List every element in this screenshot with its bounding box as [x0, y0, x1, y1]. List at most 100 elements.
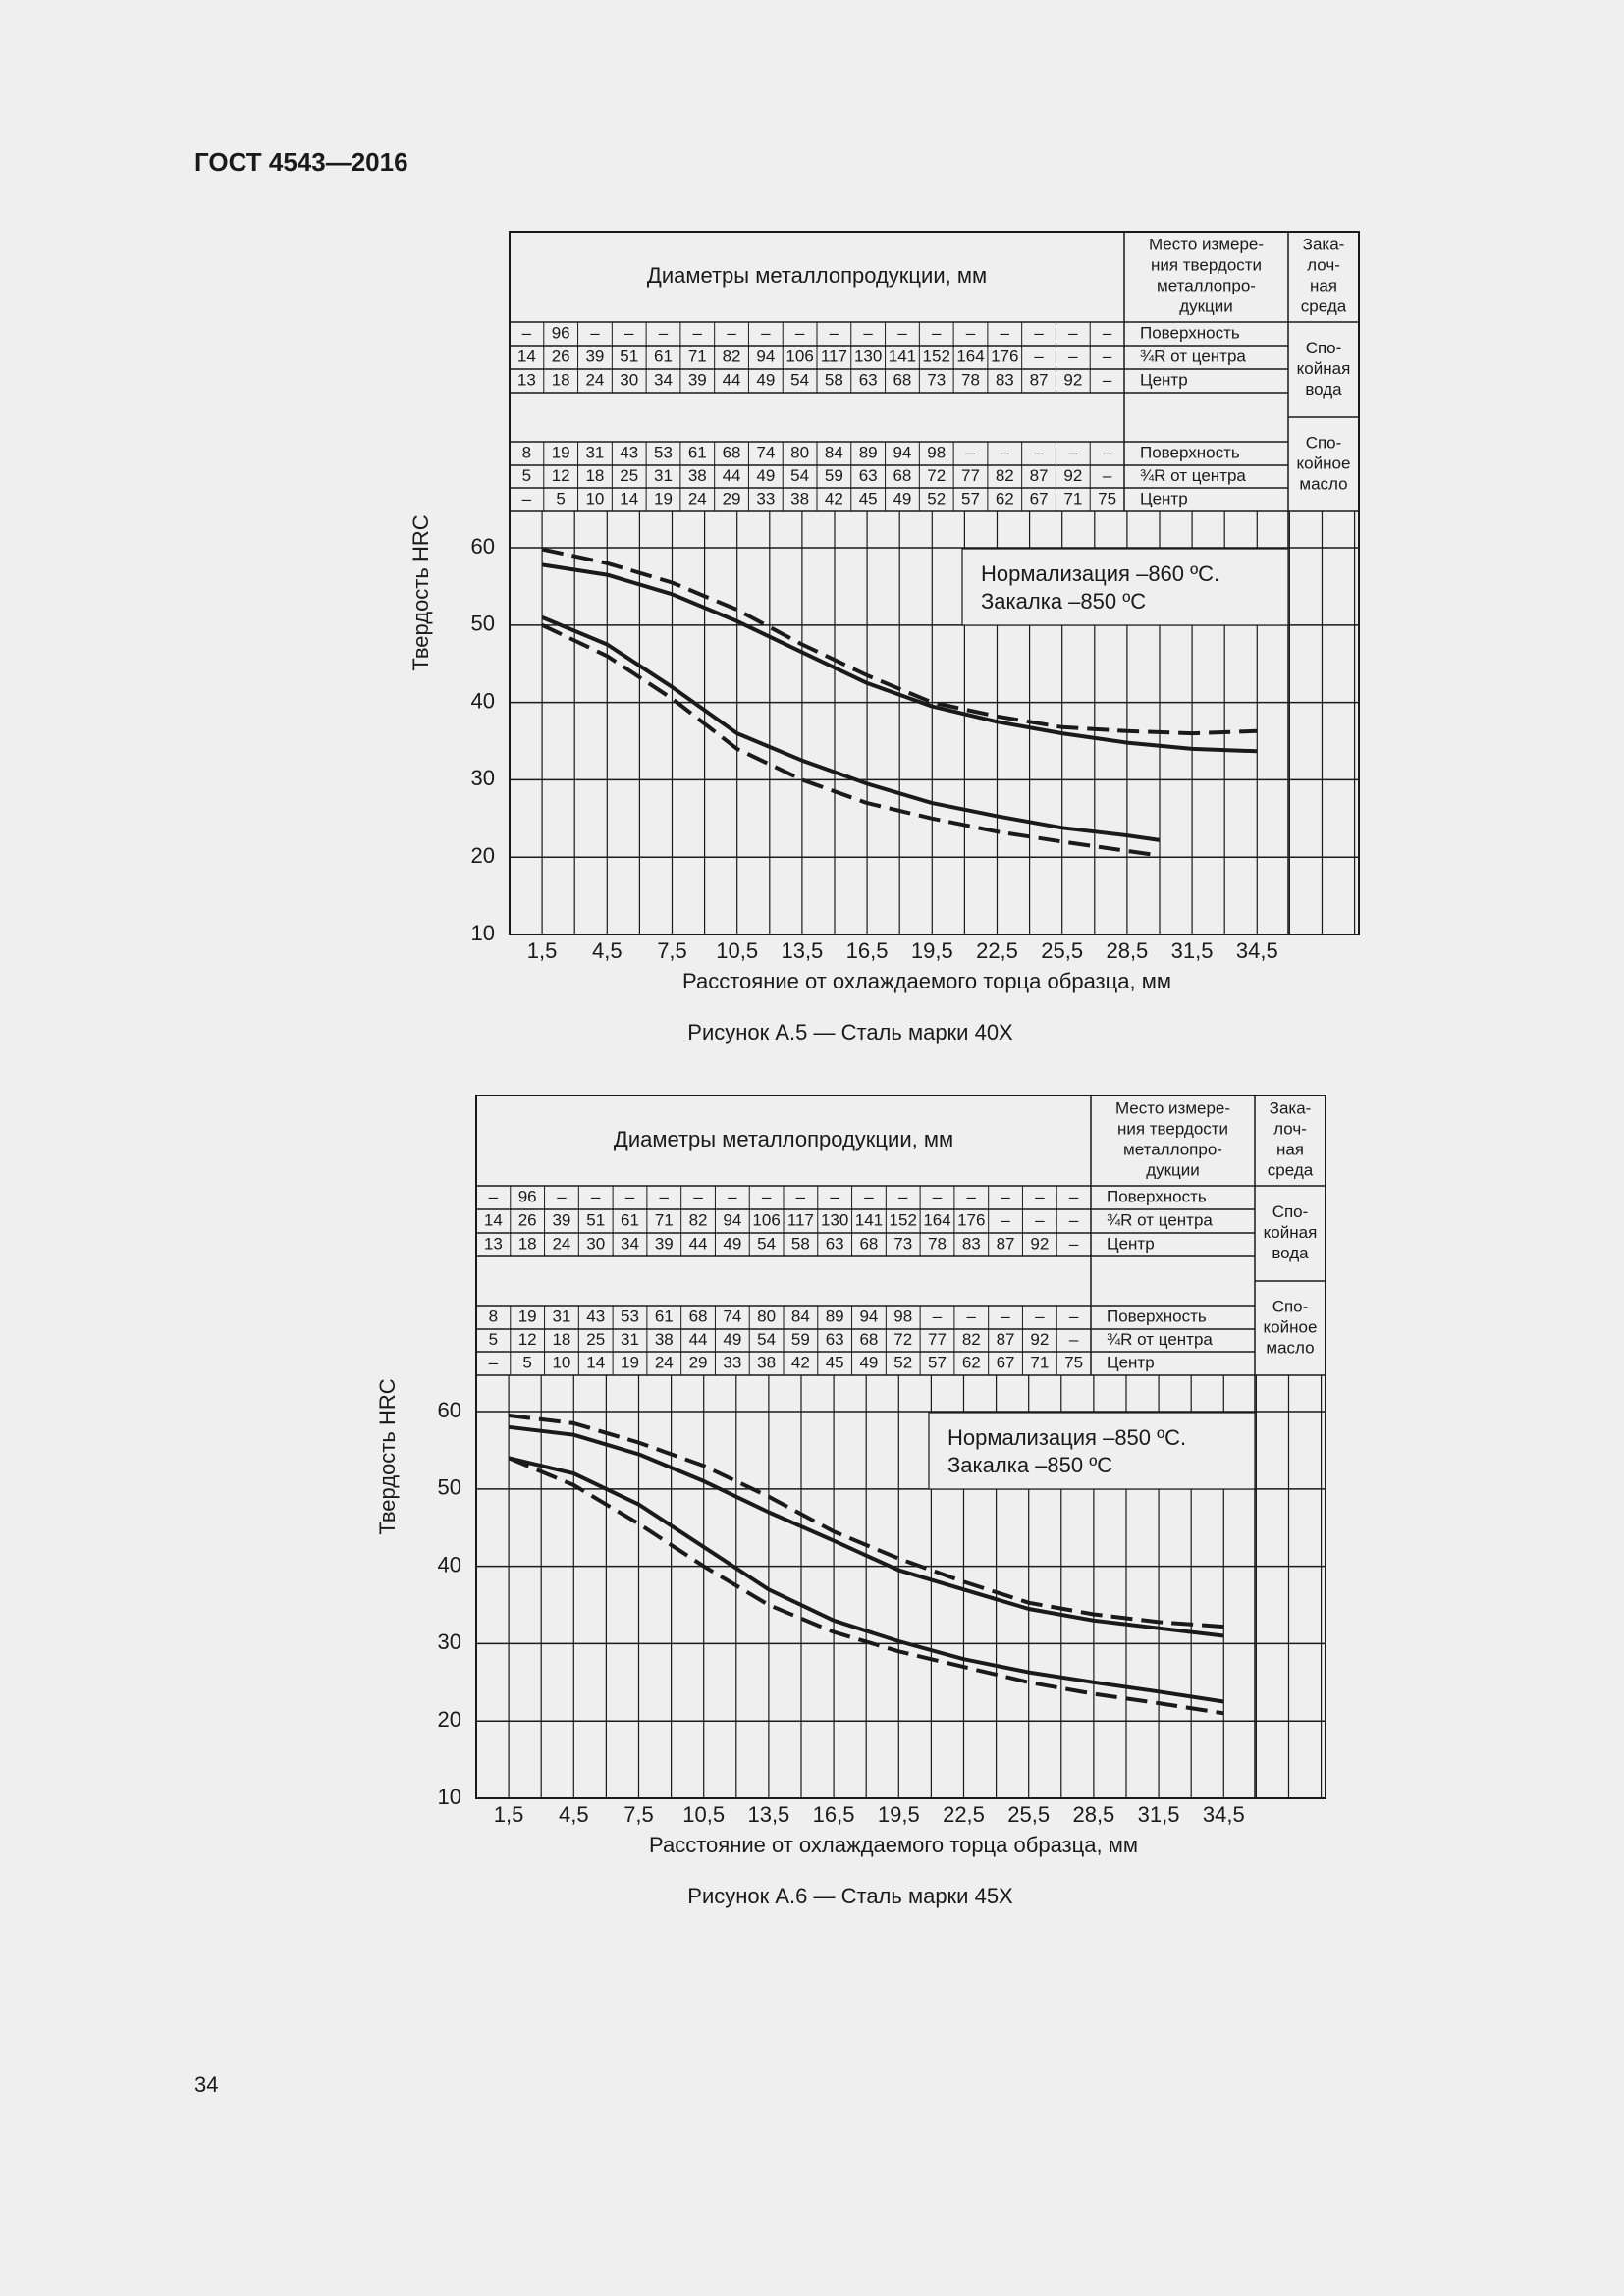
- place-label: ¾R от центра: [1140, 347, 1246, 365]
- table-cell: 52: [927, 489, 946, 507]
- table-cell: –: [761, 323, 771, 342]
- table-cell: 68: [689, 1307, 708, 1325]
- table-cell: 44: [689, 1330, 708, 1349]
- table-cell: 42: [791, 1353, 810, 1371]
- table-cell: –: [728, 1187, 737, 1205]
- x-axis-label: Расстояние от охлаждаемого торца образца…: [649, 1833, 1138, 1857]
- x-tick-label: 25,5: [1007, 1802, 1050, 1827]
- table-cell: –: [624, 323, 634, 342]
- x-tick-label: 28,5: [1106, 938, 1148, 963]
- table-cell: –: [830, 1187, 839, 1205]
- medium-label: кой­ное: [1297, 454, 1351, 472]
- annotation: Нормализация –860 ºС.: [981, 561, 1219, 586]
- medium-label: кой­ная: [1264, 1223, 1318, 1242]
- place-label: Поверхность: [1140, 323, 1240, 342]
- medium-header: среда: [1268, 1160, 1314, 1179]
- table-cell: 19: [518, 1307, 537, 1325]
- place-label: Центр: [1107, 1353, 1155, 1371]
- table-cell: 96: [552, 323, 570, 342]
- table-cell: 68: [893, 466, 911, 485]
- table-cell: 84: [791, 1307, 810, 1325]
- table-cell: –: [1069, 1307, 1079, 1325]
- y-tick-label: 20: [438, 1707, 461, 1732]
- table-cell: 44: [689, 1234, 708, 1253]
- x-tick-label: 4,5: [592, 938, 623, 963]
- table-cell: –: [1001, 1210, 1010, 1229]
- place-label: Центр: [1140, 489, 1188, 507]
- table-cell: 77: [928, 1330, 947, 1349]
- x-tick-label: 16,5: [813, 1802, 855, 1827]
- medium-label: Спо-: [1272, 1202, 1309, 1221]
- medium-header: среда: [1301, 296, 1347, 315]
- table-cell: 29: [689, 1353, 708, 1371]
- x-tick-label: 19,5: [878, 1802, 920, 1827]
- table-cell: 94: [723, 1210, 741, 1229]
- place-label: Центр: [1140, 370, 1188, 389]
- table-cell: 5: [489, 1330, 498, 1349]
- table-cell: 18: [585, 466, 604, 485]
- table-cell: 152: [890, 1210, 917, 1229]
- table-cell: –: [659, 323, 669, 342]
- table-cell: 52: [893, 1353, 912, 1371]
- table-cell: 80: [790, 443, 809, 461]
- table-cell: 24: [585, 370, 604, 389]
- table-cell: 45: [826, 1353, 844, 1371]
- table-cell: 176: [991, 347, 1018, 365]
- table-cell: 44: [723, 466, 741, 485]
- table-cell: 75: [1098, 489, 1116, 507]
- medium-header: лоч-: [1273, 1119, 1307, 1138]
- table-cell: 38: [655, 1330, 674, 1349]
- diameters-header: Диаметры металлопродукции, мм: [614, 1127, 953, 1151]
- table-cell: 164: [956, 347, 984, 365]
- table-cell: 19: [654, 489, 673, 507]
- table-cell: 31: [654, 466, 673, 485]
- table-cell: 63: [826, 1330, 844, 1349]
- table-cell: 12: [518, 1330, 537, 1349]
- table-cell: 152: [923, 347, 950, 365]
- table-cell: 18: [552, 1330, 570, 1349]
- table-cell: 49: [756, 370, 775, 389]
- table-cell: 54: [757, 1234, 776, 1253]
- table-cell: 45: [859, 489, 878, 507]
- table-cell: 24: [688, 489, 707, 507]
- y-tick-label: 50: [438, 1475, 461, 1500]
- table-cell: –: [1068, 323, 1078, 342]
- table-cell: –: [1069, 1210, 1079, 1229]
- x-tick-label: 1,5: [527, 938, 558, 963]
- y-axis-label: Твердость HRC: [408, 514, 433, 670]
- annotation-box: [961, 548, 1289, 626]
- table-cell: 74: [756, 443, 775, 461]
- table-cell: 72: [927, 466, 946, 485]
- table-cell: 43: [620, 443, 638, 461]
- table-cell: 71: [655, 1210, 674, 1229]
- table-cell: 5: [556, 489, 565, 507]
- table-cell: –: [590, 323, 600, 342]
- table-cell: 87: [1030, 466, 1049, 485]
- table-cell: –: [1069, 1187, 1079, 1205]
- y-axis-label: Твердость HRC: [375, 1378, 400, 1534]
- plot-frame: [509, 231, 1360, 935]
- table-cell: 74: [723, 1307, 741, 1325]
- annotation-box: [928, 1412, 1256, 1490]
- table-cell: 8: [522, 443, 531, 461]
- table-cell: 57: [928, 1353, 947, 1371]
- curve: [508, 1456, 1224, 1716]
- table-cell: 26: [552, 347, 570, 365]
- table-cell: 13: [517, 370, 536, 389]
- table-cell: –: [489, 1353, 499, 1371]
- table-cell: –: [795, 323, 805, 342]
- table-cell: 58: [825, 370, 843, 389]
- table-cell: 8: [489, 1307, 498, 1325]
- table-cell: 164: [923, 1210, 950, 1229]
- table-cell: 83: [962, 1234, 981, 1253]
- table-cell: –: [1069, 1330, 1079, 1349]
- table-cell: 130: [821, 1210, 848, 1229]
- annotation: Закалка –850 ºС: [981, 589, 1146, 614]
- table-cell: 61: [688, 443, 707, 461]
- table-cell: –: [967, 1307, 977, 1325]
- table-cell: 29: [723, 489, 741, 507]
- table-cell: 73: [927, 370, 946, 389]
- place-label: ¾R от центра: [1140, 466, 1246, 485]
- table-cell: 63: [859, 370, 878, 389]
- table-cell: 33: [756, 489, 775, 507]
